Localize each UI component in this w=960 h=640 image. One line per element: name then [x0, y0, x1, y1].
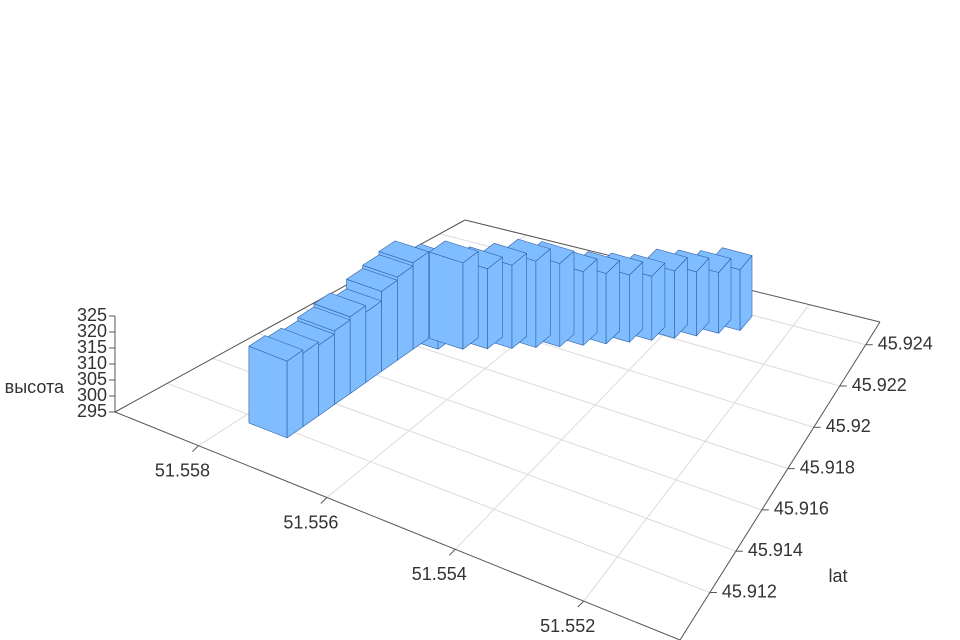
box-face: [318, 333, 335, 416]
box-face: [362, 254, 414, 278]
box-face: [582, 258, 598, 346]
box-face: [378, 240, 430, 264]
z-tick-label: 305: [77, 369, 107, 389]
box-face: [313, 292, 367, 318]
box-face: [381, 280, 398, 372]
y-tick-label: 45.914: [748, 540, 803, 560]
box-face: [248, 345, 288, 439]
y-tick-label: 45.924: [878, 333, 933, 353]
floor-edge: [114, 411, 681, 640]
box-face: [462, 251, 479, 350]
x-tick-label: 51.552: [540, 616, 595, 636]
x-tick-label: 51.556: [283, 512, 338, 532]
box-face: [559, 250, 575, 347]
box-face: [535, 248, 551, 348]
box-face: [346, 268, 398, 292]
z-tick-label: 320: [77, 321, 107, 341]
y-axis-title: lat: [828, 566, 847, 586]
tick-mark: [577, 600, 585, 608]
box-face: [365, 300, 382, 383]
tick-mark: [320, 497, 328, 504]
y-tick-label: 45.916: [774, 499, 829, 519]
box-face: [334, 319, 351, 405]
y-tick-label: 45.918: [800, 457, 855, 477]
box-face: [248, 335, 304, 362]
z-tick-label: 315: [77, 337, 107, 357]
box: [248, 335, 304, 439]
box-face: [302, 341, 319, 428]
box-face: [297, 306, 351, 332]
z-tick-label: 325: [77, 305, 107, 325]
box-face: [605, 260, 620, 345]
box: [429, 240, 479, 350]
y-tick-label: 45.922: [852, 375, 907, 395]
y-tick-label: 45.92: [826, 416, 871, 436]
tick-mark: [192, 445, 199, 453]
x-tick-label: 51.554: [412, 564, 467, 584]
tick-mark: [448, 548, 456, 556]
grid-line: [583, 304, 810, 602]
box-face: [674, 257, 688, 339]
x-tick-label: 51.558: [155, 460, 210, 480]
floor-edge: [679, 321, 881, 640]
box-face: [397, 265, 414, 361]
z-tick-label: 310: [77, 353, 107, 373]
box-face: [286, 349, 304, 439]
box-face: [629, 261, 644, 343]
box-face: [429, 251, 464, 350]
box-face: [349, 305, 367, 394]
box-face: [412, 251, 430, 350]
box-face: [429, 240, 479, 264]
z-tick-label: 295: [77, 401, 107, 421]
y-tick-label: 45.912: [722, 581, 777, 601]
box-face: [487, 256, 503, 350]
box-face: [511, 253, 527, 349]
z-tick-label: 300: [77, 385, 107, 405]
z-axis-title: высота: [5, 377, 65, 397]
